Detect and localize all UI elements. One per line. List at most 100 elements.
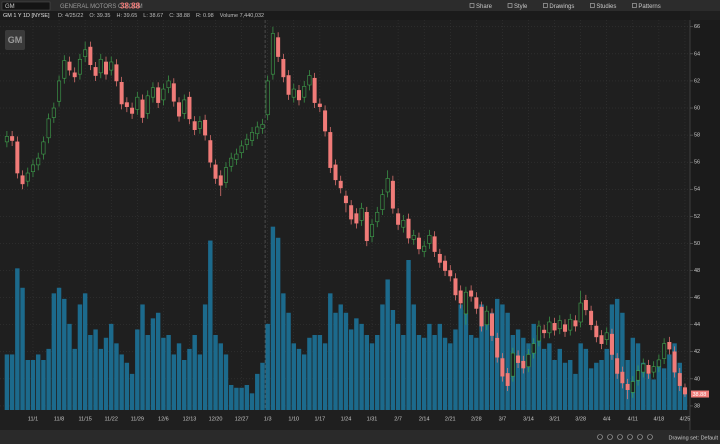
candle-body: [651, 366, 656, 373]
volume-bar: [458, 304, 463, 410]
y-tick-label: 50: [694, 241, 700, 247]
volume-bar: [103, 337, 109, 410]
toolbar-button[interactable]: Share: [476, 4, 493, 10]
volume-bar: [302, 354, 307, 410]
footer-icon[interactable]: [637, 434, 643, 440]
volume-bar: [604, 348, 609, 410]
candle-body: [213, 164, 218, 179]
volume-bar: [244, 385, 250, 410]
volume-bar: [213, 335, 218, 410]
volume-bar: [35, 354, 41, 410]
volume-bar: [307, 337, 312, 410]
x-tick-label: 12/13: [183, 416, 197, 422]
candle-body: [453, 278, 458, 296]
candle-body: [536, 325, 541, 342]
candle-body: [98, 58, 103, 74]
toolbar-button-icon[interactable]: [469, 3, 475, 8]
candle-body: [161, 88, 166, 101]
volume-bar: [109, 323, 114, 410]
volume-bar: [46, 348, 51, 410]
toolbar-button-icon[interactable]: [632, 3, 637, 8]
footer-icon[interactable]: [627, 434, 633, 440]
volume-bar: [521, 337, 526, 410]
footer-icon[interactable]: [617, 434, 623, 440]
footer-icon[interactable]: [607, 434, 613, 440]
plot-area: [0, 20, 690, 410]
toolbar: [0, 0, 720, 11]
y-tick-label: 42: [694, 349, 700, 355]
candle-body: [609, 333, 614, 355]
volume-bar: [135, 329, 140, 410]
candle-body: [625, 383, 630, 390]
toolbar-button[interactable]: Style: [514, 4, 528, 10]
x-tick-label: 4/18: [654, 416, 665, 422]
candle-body: [604, 332, 609, 340]
candle-body: [104, 61, 109, 75]
volume-bar: [354, 318, 359, 410]
candle-body: [500, 358, 505, 377]
symbol-info: GM 1 Y 1D [NYSE]: [3, 13, 50, 19]
x-tick-label: 11/15: [78, 416, 91, 422]
candle-body: [401, 220, 406, 228]
volume-bar: [312, 335, 317, 410]
candle-body: [192, 121, 197, 130]
toolbar-button-icon[interactable]: [543, 3, 548, 8]
footer-icon[interactable]: [647, 434, 653, 440]
candle-body: [396, 213, 401, 225]
volume-bar: [348, 329, 354, 410]
volume-bar: [541, 348, 547, 410]
candle-body: [432, 236, 437, 252]
volume-bar: [641, 362, 646, 410]
drawing-set[interactable]: Drawing set: Default: [668, 435, 718, 441]
volume-bar: [15, 268, 20, 410]
candle-body: [573, 320, 578, 327]
toolbar-button[interactable]: Patterns: [638, 4, 660, 10]
toolbar-button-icon[interactable]: [590, 3, 595, 8]
volume-bar: [4, 354, 10, 410]
x-tick-label: 2/14: [419, 416, 430, 422]
footer-icon[interactable]: [597, 434, 603, 440]
info-item: Volume 7,440,032: [220, 13, 264, 19]
volume-bar: [484, 323, 489, 410]
volume-bar: [150, 318, 156, 410]
candle-body: [526, 354, 531, 367]
candle-body: [583, 300, 588, 311]
candle-body: [276, 37, 281, 57]
info-item: R: 0.98: [196, 13, 214, 19]
candle-body: [370, 224, 375, 237]
volume-bar: [140, 304, 145, 410]
toolbar-button[interactable]: Studies: [596, 4, 616, 10]
volume-bar: [442, 337, 448, 410]
candle-body: [568, 318, 573, 331]
volume-bar: [479, 304, 484, 410]
symbol-input[interactable]: [1, 1, 51, 11]
candle-body: [552, 323, 557, 331]
volume-bar: [119, 354, 124, 410]
x-tick-label: 11/1: [28, 416, 38, 422]
symbol[interactable]: GM: [5, 4, 15, 10]
volume-bar: [260, 362, 265, 410]
candle-body: [286, 75, 291, 95]
x-tick-label: 3/14: [523, 416, 534, 422]
candle-body: [182, 99, 187, 114]
toolbar-button[interactable]: Drawings: [549, 4, 574, 10]
y-tick-label: 52: [694, 214, 700, 220]
candle-body: [140, 99, 145, 118]
candle-body: [83, 49, 88, 57]
candle-body: [672, 351, 677, 373]
candle-body: [208, 140, 213, 163]
candle-body: [323, 110, 328, 132]
volume-bar: [594, 362, 599, 410]
volume-bar: [30, 360, 36, 410]
volume-bar: [646, 373, 651, 410]
toolbar-button-icon[interactable]: [507, 3, 513, 8]
candle-body: [521, 360, 526, 369]
volume-bar: [338, 304, 343, 410]
x-tick-label: 4/25: [680, 416, 691, 422]
volume-bar: [333, 312, 338, 410]
candle-body: [542, 329, 547, 334]
info-item: O: 39.35: [89, 13, 110, 19]
candle-body: [563, 324, 568, 332]
last-price: 38.88: [120, 2, 141, 11]
volume-bar: [208, 240, 213, 410]
